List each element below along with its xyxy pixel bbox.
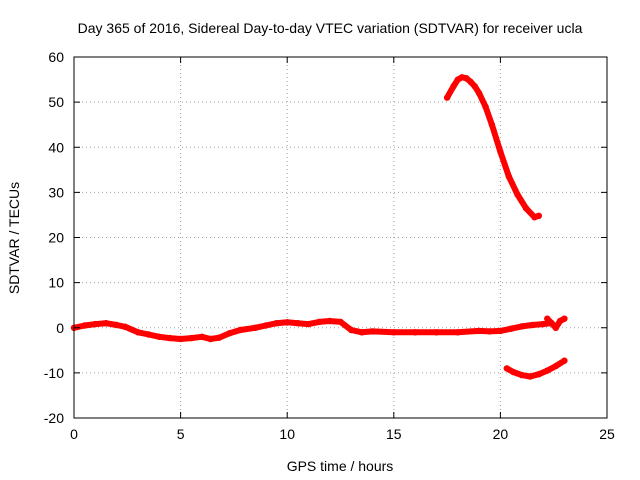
data-point xyxy=(529,321,536,329)
data-point xyxy=(390,329,397,336)
data-point xyxy=(510,368,517,376)
data-point xyxy=(544,367,551,374)
data-point xyxy=(544,315,551,322)
data-point xyxy=(188,334,195,342)
data-point xyxy=(518,371,525,379)
series-main-track xyxy=(70,317,555,343)
data-point xyxy=(411,329,419,336)
y-tick-label: 60 xyxy=(48,49,64,65)
data-point xyxy=(497,148,504,155)
data-point xyxy=(284,319,291,326)
data-point xyxy=(552,324,559,331)
data-point xyxy=(505,173,513,180)
data-point xyxy=(486,328,493,335)
data-point xyxy=(548,320,555,327)
data-point xyxy=(226,330,233,337)
data-point xyxy=(237,326,244,334)
data-point xyxy=(527,373,534,380)
series-end-cluster xyxy=(544,315,568,331)
data-point xyxy=(273,320,280,327)
y-tick-label: 30 xyxy=(48,184,64,200)
data-point xyxy=(454,329,461,336)
y-tick-label: -10 xyxy=(44,365,64,381)
data-point xyxy=(198,333,206,340)
data-point xyxy=(475,89,483,97)
data-point xyxy=(561,315,568,322)
x-tick-label: 10 xyxy=(279,426,295,442)
data-point xyxy=(252,324,259,331)
data-point xyxy=(561,357,568,364)
data-point xyxy=(102,320,110,327)
data-point xyxy=(497,327,504,335)
data-point xyxy=(145,331,152,338)
data-point xyxy=(134,329,142,336)
data-point xyxy=(316,318,323,326)
data-point xyxy=(475,327,483,335)
y-tick-label: 40 xyxy=(48,139,64,155)
data-point xyxy=(507,325,515,332)
data-point xyxy=(113,321,120,329)
data-point xyxy=(463,75,470,82)
data-point xyxy=(215,334,223,341)
data-point xyxy=(166,334,174,342)
data-point xyxy=(207,335,214,343)
data-point xyxy=(488,121,496,128)
y-tick-label: 10 xyxy=(48,275,64,291)
x-tick-label: 5 xyxy=(177,426,185,442)
y-axis-label: SDTVAR / TECUs xyxy=(6,182,22,294)
data-point xyxy=(471,83,478,90)
data-point xyxy=(305,320,312,328)
x-tick-label: 25 xyxy=(599,426,615,442)
data-point xyxy=(433,329,440,336)
series-lower-arc xyxy=(503,357,568,380)
data-point xyxy=(358,329,365,336)
data-point xyxy=(177,335,184,343)
data-point xyxy=(326,317,333,325)
data-point xyxy=(467,78,474,86)
data-point xyxy=(535,371,542,378)
data-point xyxy=(122,323,129,330)
data-point xyxy=(518,323,525,330)
data-point xyxy=(348,326,355,334)
data-point xyxy=(294,320,302,327)
data-point xyxy=(522,205,530,212)
y-tick-label: 20 xyxy=(48,230,64,246)
chart-title: Day 365 of 2016, Sidereal Day-to-day VTE… xyxy=(78,20,583,36)
data-point xyxy=(92,320,99,328)
data-point xyxy=(369,328,376,335)
data-point xyxy=(450,83,457,90)
data-point xyxy=(443,94,451,101)
data-point xyxy=(337,318,344,326)
x-tick-label: 15 xyxy=(386,426,402,442)
data-layer xyxy=(70,74,568,380)
data-point xyxy=(539,320,547,328)
data-point xyxy=(262,322,270,329)
tick-layer: 0 5 10 15 20 25 -20 -10 0 10 20 30 40 50 60 xyxy=(44,49,615,442)
data-point xyxy=(156,333,163,340)
y-tick-label: 0 xyxy=(56,320,64,336)
data-point xyxy=(514,191,521,198)
data-point xyxy=(535,212,542,219)
y-tick-label: -20 xyxy=(44,410,64,426)
data-point xyxy=(503,365,510,372)
x-tick-label: 0 xyxy=(70,426,78,442)
x-tick-label: 20 xyxy=(493,426,509,442)
data-point xyxy=(552,362,559,370)
data-point xyxy=(81,322,88,329)
data-point xyxy=(482,103,489,110)
y-tick-label: 50 xyxy=(48,94,64,110)
x-axis-label: GPS time / hours xyxy=(287,458,394,474)
series-high-arc xyxy=(443,74,542,221)
